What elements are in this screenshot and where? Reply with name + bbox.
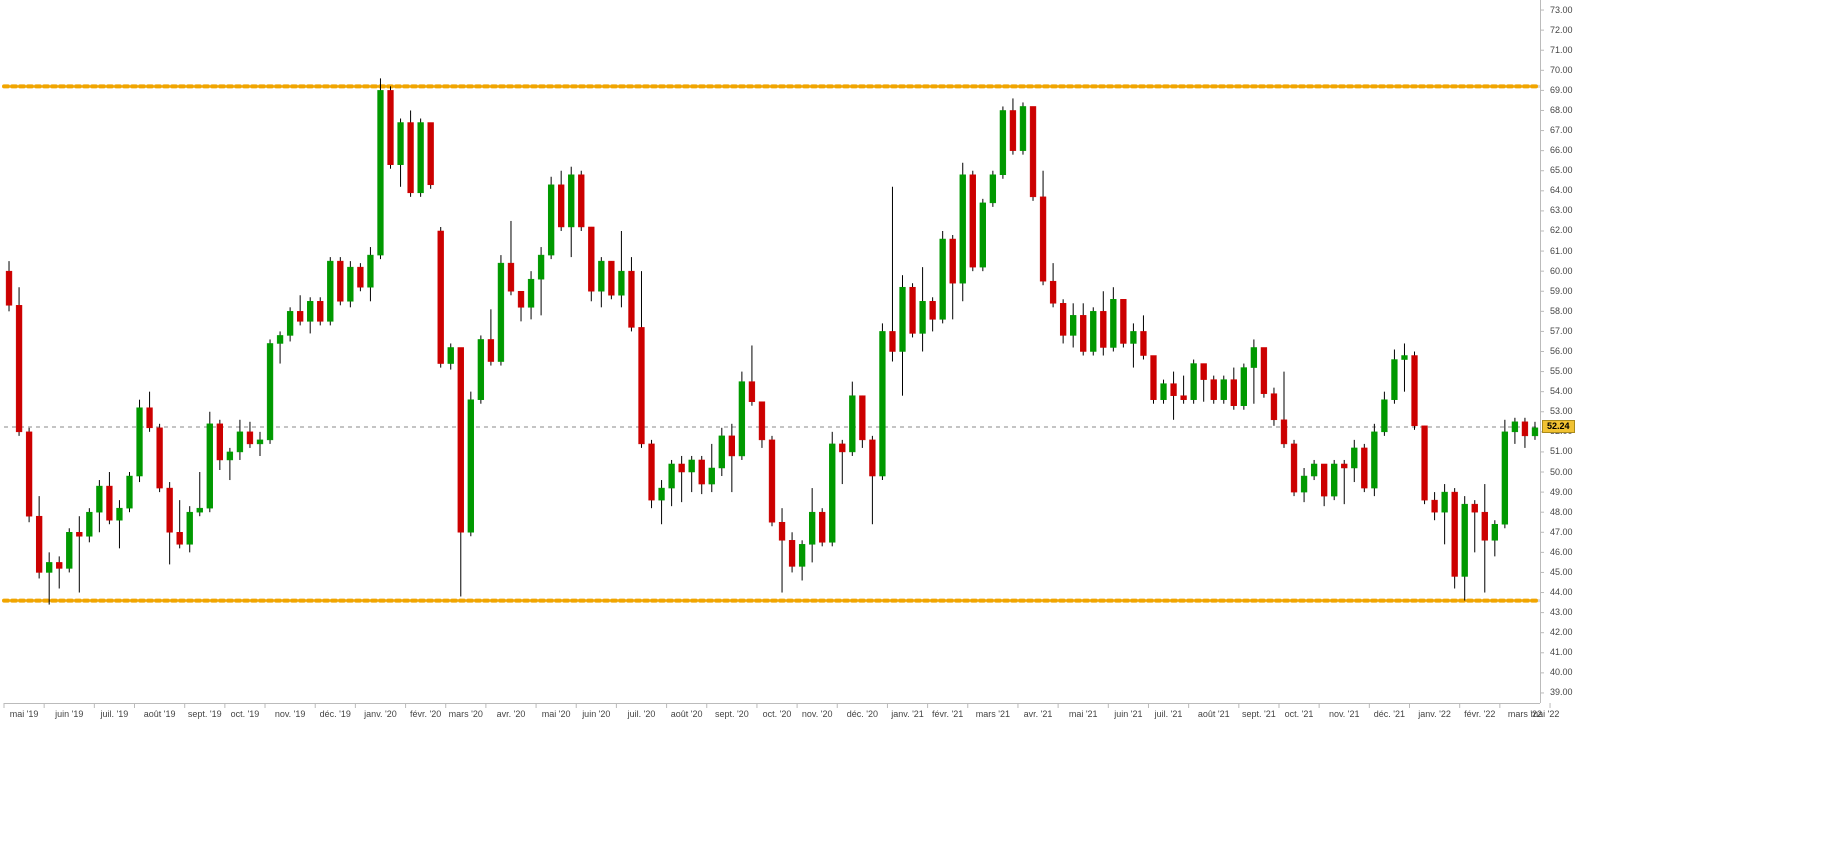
x-tick-label: juil. '21 [1155,709,1183,719]
y-tick-label: 49.00 [1546,487,1573,497]
x-tick-label: mai '21 [1069,709,1098,719]
x-tick-label: nov. '20 [802,709,833,719]
x-tick-label: janv. '22 [1418,709,1451,719]
x-tick-label: août '20 [671,709,703,719]
x-tick-label: mai '22 [1531,709,1560,719]
y-tick-label: 39.00 [1546,687,1573,697]
x-tick-label: mars '21 [976,709,1010,719]
y-tick-label: 43.00 [1546,607,1573,617]
y-tick-label: 44.00 [1546,587,1573,597]
y-tick-label: 66.00 [1546,145,1573,155]
x-tick-label: déc. '19 [320,709,351,719]
y-tick-label: 59.00 [1546,286,1573,296]
y-tick-label: 65.00 [1546,165,1573,175]
x-tick-label: août '21 [1198,709,1230,719]
x-tick-label: août '19 [144,709,176,719]
y-tick-label: 73.00 [1546,5,1573,15]
x-tick-label: nov. '19 [275,709,306,719]
y-tick-label: 57.00 [1546,326,1573,336]
y-tick-label: 48.00 [1546,507,1573,517]
x-tick-label: déc. '20 [847,709,878,719]
x-tick-label: mai '20 [542,709,571,719]
y-tick-label: 56.00 [1546,346,1573,356]
x-tick-label: juin '20 [582,709,610,719]
y-tick-label: 62.00 [1546,225,1573,235]
x-tick-label: févr. '21 [932,709,963,719]
x-tick-label: juil. '19 [101,709,129,719]
x-tick-label: févr. '20 [410,709,441,719]
y-tick-label: 60.00 [1546,266,1573,276]
x-tick-label: sept. '19 [188,709,222,719]
y-tick-label: 41.00 [1546,647,1573,657]
y-tick-label: 58.00 [1546,306,1573,316]
y-tick-label: 42.00 [1546,627,1573,637]
y-tick-label: 64.00 [1546,185,1573,195]
y-tick-label: 69.00 [1546,85,1573,95]
y-tick-label: 55.00 [1546,366,1573,376]
x-tick-label: avr. '20 [497,709,526,719]
y-tick-label: 71.00 [1546,45,1573,55]
x-tick-label: févr. '22 [1464,709,1495,719]
x-tick-label: oct. '19 [231,709,260,719]
y-tick-label: 72.00 [1546,25,1573,35]
current-price-badge: 52.24 [1542,420,1575,433]
y-tick-label: 54.00 [1546,386,1573,396]
y-tick-label: 68.00 [1546,105,1573,115]
y-tick-label: 61.00 [1546,246,1573,256]
y-tick-label: 47.00 [1546,527,1573,537]
y-tick-label: 51.00 [1546,446,1573,456]
x-tick-label: nov. '21 [1329,709,1360,719]
x-tick-label: déc. '21 [1374,709,1405,719]
y-tick-label: 63.00 [1546,205,1573,215]
x-tick-label: juil. '20 [628,709,656,719]
y-tick-label: 46.00 [1546,547,1573,557]
y-tick-label: 70.00 [1546,65,1573,75]
x-tick-label: mai '19 [10,709,39,719]
candlestick-chart[interactable]: 39.00 40.00 41.00 42.00 43.00 44.00 45.00 46.00… [0,0,1828,841]
y-tick-label: 53.00 [1546,406,1573,416]
y-tick-label: 50.00 [1546,467,1573,477]
x-tick-label: oct. '20 [763,709,792,719]
y-tick-label: 67.00 [1546,125,1573,135]
x-tick-label: janv. '20 [364,709,397,719]
y-tick-label: 40.00 [1546,667,1573,677]
x-tick-label: avr. '21 [1024,709,1053,719]
x-tick-label: juin '19 [55,709,83,719]
x-tick-label: juin '21 [1114,709,1142,719]
x-tick-label: sept. '21 [1242,709,1276,719]
x-tick-label: sept. '20 [715,709,749,719]
x-tick-label: janv. '21 [891,709,924,719]
y-tick-label: 45.00 [1546,567,1573,577]
x-tick-label: mars '20 [449,709,483,719]
x-tick-label: oct. '21 [1285,709,1314,719]
